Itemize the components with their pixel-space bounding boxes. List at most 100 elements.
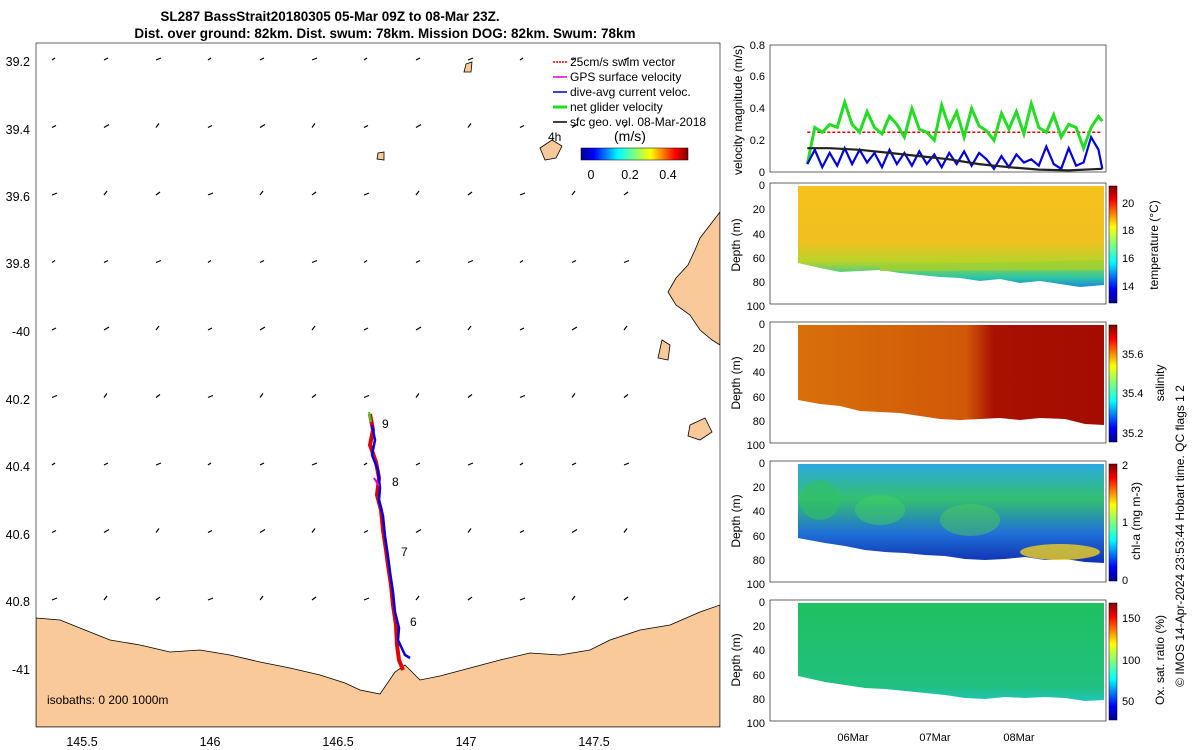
- current-arrow: [311, 462, 318, 466]
- temperature-panel: 0 20 40 60 80 100 Depth (m) 14 16 18 20 …: [729, 180, 1161, 313]
- vel-ytick: 0.2: [750, 135, 765, 147]
- current-arrow: [519, 597, 526, 601]
- colorbar-tick: 0.4: [659, 168, 676, 182]
- lat-tick-label: -41: [12, 663, 30, 677]
- current-arrow: [155, 462, 162, 466]
- current-arrow: [259, 57, 265, 61]
- current-arrow: [259, 595, 264, 601]
- time-interval-label: 4h: [548, 130, 561, 144]
- current-arrow: [571, 528, 578, 534]
- current-arrow: [259, 123, 266, 129]
- current-arrow: [103, 595, 108, 601]
- depth-tick: 0: [759, 180, 765, 192]
- depth-tick: 40: [753, 645, 765, 657]
- oxygen-yticks: 0 20 40 60 80 100: [747, 597, 765, 730]
- vel-ytick: 0: [759, 167, 765, 179]
- current-arrow: [155, 596, 161, 601]
- current-arrow: [363, 57, 368, 61]
- vel-ytick: 0.4: [750, 103, 765, 115]
- longitude-tick-labels: 145.5 146 146.5 147 147.5: [66, 735, 609, 749]
- chla-patch: [1020, 544, 1100, 560]
- current-arrow: [467, 57, 474, 61]
- current-arrow: [103, 123, 110, 129]
- depth-tick: 20: [753, 343, 765, 355]
- current-arrow: [519, 462, 524, 466]
- current-arrow: [51, 597, 58, 601]
- depth-tick: 100: [747, 440, 765, 452]
- current-arrow: [363, 124, 369, 129]
- current-arrow: [311, 57, 318, 61]
- current-arrow: [259, 190, 264, 196]
- current-arrow: [519, 394, 526, 399]
- credit-label: © IMOS 14-Apr-2024 23:53:44 Hobart time.…: [1173, 385, 1187, 687]
- current-arrow: [623, 596, 629, 601]
- lat-tick-label: 39.4: [6, 123, 30, 137]
- current-arrow: [415, 259, 421, 264]
- salinity-ylabel: Depth (m): [729, 356, 743, 409]
- current-arrow: [623, 462, 630, 466]
- surface-current-arrows: [51, 57, 630, 601]
- current-arrow: [415, 528, 422, 534]
- velocity-series-line: [805, 97, 1104, 165]
- current-arrow: [571, 123, 578, 129]
- glider-track-green: [368, 411, 372, 423]
- legend-label: dive-avg current veloc.: [570, 85, 691, 99]
- depth-tick: 0: [759, 319, 765, 331]
- legend-label: net glider velocity: [570, 100, 663, 114]
- cbar-tick: 20: [1122, 198, 1134, 210]
- cbar-tick: 35.2: [1122, 428, 1143, 440]
- salinity-colorbar: [1108, 324, 1118, 443]
- velocity-series-line: [806, 134, 1104, 171]
- map-panel: 9 8 7 6 39.2 39.4 39.6 39.8 -40 40.2 40.…: [6, 42, 721, 749]
- chla-panel: 0 20 40 60 80 100 Depth (m) 0 1 2 chl-a …: [729, 458, 1143, 591]
- current-arrow: [311, 528, 316, 533]
- current-arrow: [103, 190, 108, 196]
- chla-ylabel: Depth (m): [729, 494, 743, 547]
- current-arrow: [155, 57, 162, 61]
- depth-tick: 100: [747, 718, 765, 730]
- current-arrow: [415, 462, 421, 466]
- current-arrow: [571, 393, 576, 398]
- land-islet-2: [657, 339, 671, 361]
- cbar-tick: 1: [1122, 517, 1128, 529]
- land-islet-1: [539, 139, 563, 161]
- current-arrow: [467, 462, 474, 466]
- current-arrow: [207, 462, 212, 466]
- current-arrow: [207, 57, 212, 61]
- current-arrow: [623, 259, 630, 264]
- vel-ytick: 0.8: [750, 40, 765, 52]
- lat-tick-label: 39.2: [6, 55, 30, 69]
- lat-tick-label: 40.2: [6, 393, 30, 407]
- legend-label: 25cm/s swim vector: [570, 55, 675, 69]
- current-arrow: [571, 462, 577, 466]
- current-arrow: [207, 394, 214, 399]
- track-day-label: 9: [382, 417, 389, 431]
- current-arrow: [363, 192, 370, 196]
- current-arrow: [467, 596, 473, 601]
- current-arrow: [51, 192, 58, 196]
- lat-tick-label: 40.6: [6, 528, 30, 542]
- current-arrow: [259, 393, 264, 398]
- depth-tick: 40: [753, 367, 765, 379]
- latitude-tick-labels: 39.2 39.4 39.6 39.8 -40 40.2 40.4 40.6 4…: [6, 55, 30, 677]
- current-arrow: [311, 596, 317, 601]
- depth-tick: 20: [753, 482, 765, 494]
- depth-tick: 60: [753, 531, 765, 543]
- current-arrow: [415, 595, 420, 601]
- depth-tick: 60: [753, 670, 765, 682]
- current-arrow: [103, 259, 109, 264]
- cbar-tick: 14: [1122, 281, 1134, 293]
- depth-tick: 80: [753, 555, 765, 567]
- current-arrow: [155, 325, 160, 331]
- glider-track-blue: [370, 424, 411, 660]
- cbar-tick: 150: [1122, 613, 1140, 625]
- date-tick: 08Mar: [1003, 732, 1035, 744]
- velocity-series: [805, 97, 1104, 172]
- current-arrow: [571, 326, 578, 331]
- oxygen-clabel: Ox. sat. ratio (%): [1153, 615, 1167, 705]
- current-arrow: [363, 327, 369, 331]
- current-arrow: [259, 528, 266, 534]
- depth-tick: 60: [753, 253, 765, 265]
- date-tick: 07Mar: [919, 732, 951, 744]
- lon-tick-label: 145.5: [66, 735, 97, 749]
